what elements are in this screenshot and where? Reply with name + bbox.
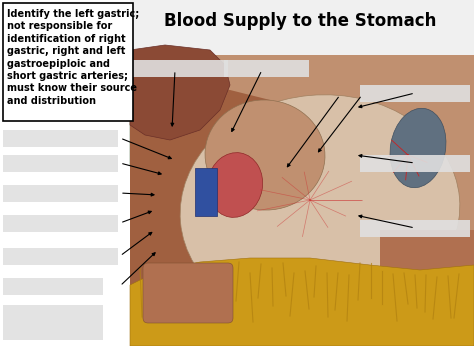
Bar bbox=[380, 230, 474, 346]
Polygon shape bbox=[130, 258, 474, 346]
Bar bbox=[3, 248, 118, 265]
Ellipse shape bbox=[390, 108, 446, 188]
Bar bbox=[3, 3, 133, 121]
Polygon shape bbox=[130, 80, 185, 165]
Bar bbox=[224, 60, 309, 77]
Polygon shape bbox=[130, 45, 230, 140]
Polygon shape bbox=[130, 85, 285, 346]
Bar bbox=[3, 278, 103, 295]
Bar bbox=[130, 0, 474, 55]
FancyBboxPatch shape bbox=[143, 263, 233, 323]
Ellipse shape bbox=[207, 153, 263, 217]
Bar bbox=[3, 185, 118, 202]
Text: Blood Supply to the Stomach: Blood Supply to the Stomach bbox=[164, 12, 436, 30]
Bar bbox=[360, 155, 470, 172]
Bar bbox=[195, 168, 217, 216]
Bar bbox=[3, 215, 118, 232]
Bar bbox=[130, 0, 474, 346]
Bar bbox=[3, 155, 118, 172]
Bar bbox=[133, 60, 228, 77]
Bar bbox=[360, 85, 470, 102]
Bar bbox=[3, 130, 118, 147]
Bar bbox=[3, 305, 103, 340]
Ellipse shape bbox=[180, 95, 460, 325]
Ellipse shape bbox=[205, 100, 325, 210]
Text: Identify the left gastric;
not responsible for
identification of right
gastric, : Identify the left gastric; not responsib… bbox=[7, 9, 139, 106]
Bar bbox=[360, 220, 470, 237]
